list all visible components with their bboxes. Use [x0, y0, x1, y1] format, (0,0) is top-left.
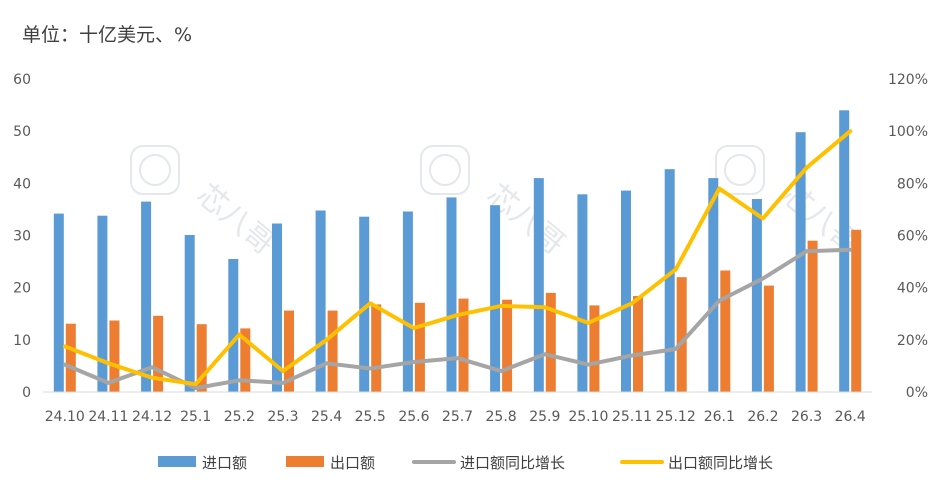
import-bar: [141, 201, 152, 392]
legend-export: 出口额: [286, 454, 375, 472]
x-axis-tick-label: 25.10: [568, 409, 608, 425]
legend-swatch: [158, 456, 196, 467]
import-bar: [795, 132, 806, 392]
export-bar: [240, 328, 251, 392]
export-bar: [65, 323, 76, 392]
x-axis-tick-label: 26.1: [704, 409, 735, 425]
watermark-circle-icon: [139, 154, 171, 186]
watermark-badge-icon: [715, 145, 765, 195]
left-axis-tick-label: 60: [13, 72, 31, 88]
import-bar: [621, 190, 631, 392]
left-axis-ticks: 0 10 20 30 40 50 60: [13, 72, 31, 401]
x-axis-tick-label: 25.2: [224, 409, 255, 425]
legend-label: 进口额: [202, 454, 247, 472]
import-yoy-line: [62, 247, 853, 391]
export-bar: [851, 229, 862, 392]
x-axis-tick-label: 25.3: [267, 409, 298, 425]
import-bar: [53, 213, 64, 392]
import-bar: [751, 199, 762, 392]
legend-import-yoy: 进口额同比增长: [412, 454, 565, 472]
export-bar: [502, 299, 513, 392]
right-axis-tick-label: 100%: [888, 124, 928, 140]
x-axis-ticks: 24.10 24.11 24.12 25.1 25.2 25.3 25.4 25.5 25.6 2…: [45, 409, 866, 425]
export-bar: [109, 320, 120, 392]
x-axis-tick-label: 25.5: [355, 409, 386, 425]
import-bar: [708, 178, 719, 392]
watermark-badge-icon: [130, 145, 180, 195]
import-bar: [228, 259, 239, 392]
import-bar: [402, 211, 413, 392]
right-axis-tick-label: 0%: [906, 385, 928, 401]
x-axis-tick-label: 25.4: [311, 409, 342, 425]
export-bar: [676, 277, 687, 392]
right-axis-ticks: 0% 20% 40% 60% 80% 100% 120%: [888, 72, 928, 401]
import-bar: [184, 235, 195, 392]
x-axis-tick-label: 24.12: [132, 409, 172, 425]
x-axis-tick-label: 25.7: [442, 409, 473, 425]
import-bar: [664, 169, 675, 392]
legend: 进口额 出口额 进口额同比增长 出口额同比增长: [158, 454, 773, 472]
export-bar: [327, 310, 338, 392]
legend-import: 进口额: [158, 454, 247, 472]
import-bar: [359, 216, 370, 392]
watermark-badge-icon: [420, 145, 470, 195]
export-bar: [414, 302, 425, 392]
export-bar: [284, 310, 294, 392]
x-axis-tick-label: 25.12: [656, 409, 696, 425]
export-bar: [589, 305, 600, 392]
left-axis-tick-label: 40: [13, 176, 31, 192]
import-bar: [97, 215, 108, 392]
watermark-circle-icon: [429, 154, 461, 186]
export-bar: [807, 240, 818, 392]
export-bar: [633, 296, 643, 392]
legend-label: 进口额同比增长: [460, 454, 565, 472]
bars-layer: [53, 110, 862, 393]
export-bar: [763, 285, 774, 392]
legend-export-yoy: 出口额同比增长: [620, 454, 773, 472]
x-axis-tick-label: 25.6: [398, 409, 429, 425]
left-axis-tick-label: 20: [13, 281, 31, 297]
legend-label: 出口额同比增长: [668, 454, 773, 472]
export-yoy-line: [62, 129, 853, 387]
right-axis-tick-label: 20%: [897, 333, 928, 349]
export-bar: [196, 324, 207, 392]
right-axis-tick-label: 80%: [897, 176, 928, 192]
export-bar: [371, 304, 382, 392]
import-bar: [490, 205, 501, 392]
left-axis-tick-label: 50: [13, 124, 31, 140]
left-axis-tick-label: 30: [13, 229, 31, 245]
watermark-logo: 芯八哥: [130, 145, 281, 262]
x-axis-tick-label: 26.4: [835, 409, 866, 425]
export-bar: [153, 315, 164, 392]
right-axis-tick-label: 120%: [888, 72, 928, 88]
export-bar: [458, 298, 469, 392]
x-axis-tick-label: 26.3: [791, 409, 822, 425]
watermark-circle-icon: [724, 154, 756, 186]
import-bar: [272, 223, 282, 392]
legend-label: 出口额: [330, 454, 375, 472]
x-axis-tick-label: 25.11: [612, 409, 652, 425]
lines-layer: [62, 129, 853, 391]
x-axis-tick-label: 25.8: [486, 409, 517, 425]
x-axis-tick-label: 24.11: [88, 409, 128, 425]
import-bar: [533, 178, 544, 392]
unit-title: 单位：十亿美元、%: [22, 24, 193, 46]
export-bar: [720, 270, 731, 392]
import-bar: [577, 194, 588, 392]
export-bar: [545, 292, 556, 392]
x-axis-tick-label: 24.10: [45, 409, 85, 425]
left-axis-tick-label: 0: [22, 385, 31, 401]
right-axis-tick-label: 60%: [897, 229, 928, 245]
right-axis-tick-label: 40%: [897, 281, 928, 297]
left-axis-tick-label: 10: [13, 333, 31, 349]
x-axis-tick-label: 25.9: [529, 409, 560, 425]
watermark-text: 芯八哥: [190, 177, 281, 262]
import-bar: [315, 210, 326, 392]
x-axis-tick-label: 25.1: [180, 409, 211, 425]
import-bar: [446, 197, 457, 392]
legend-swatch: [286, 456, 324, 467]
x-axis-tick-label: 26.2: [747, 409, 778, 425]
